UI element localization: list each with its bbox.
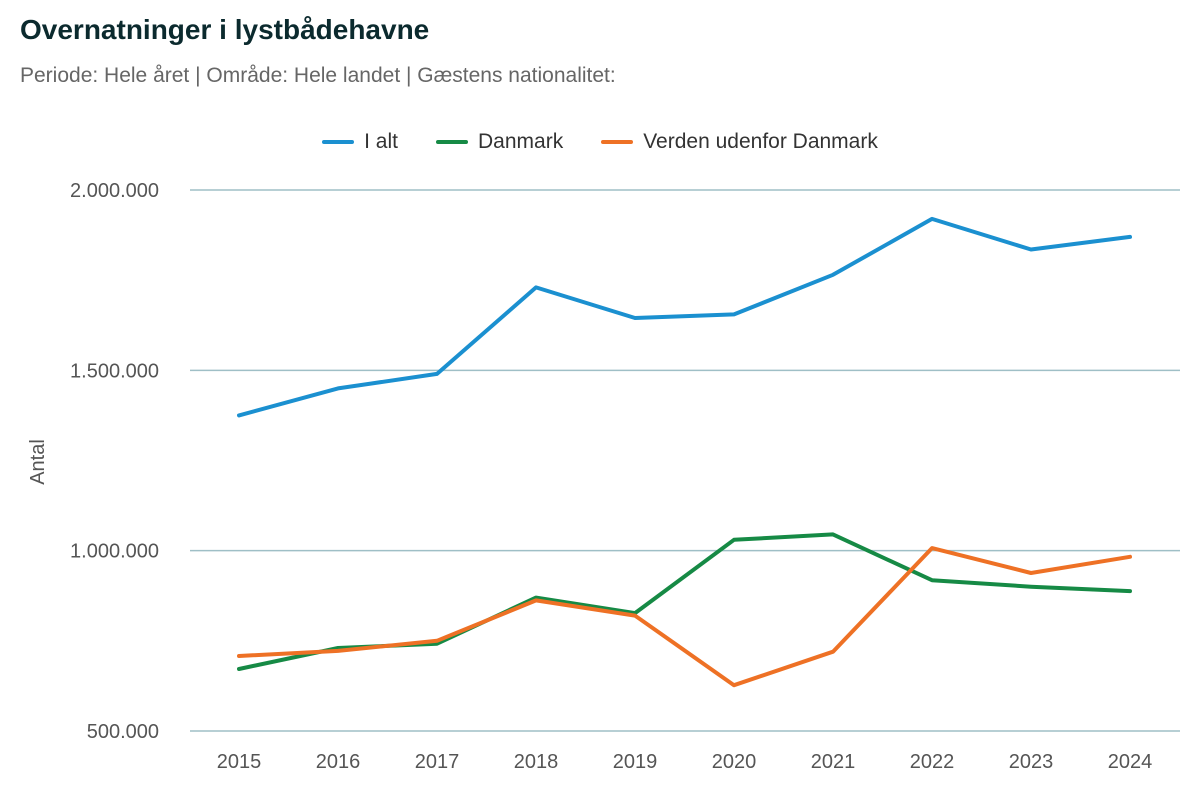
series-line-verden-udenfor-danmark[interactable]: [237, 546, 1132, 688]
legend-label-i-alt: I alt: [364, 130, 398, 153]
x-tick-label: 2017: [415, 751, 460, 773]
chart-legend: I alt Danmark Verden udenfor Danmark: [0, 130, 1200, 154]
gridlines: [190, 189, 1180, 732]
y-axis-label: Antal: [27, 439, 49, 485]
y-tick-label: 500.000: [87, 721, 159, 743]
y-tick-label: 1.500.000: [70, 360, 159, 382]
x-tick-label: 2018: [514, 751, 559, 773]
x-axis-ticks: 2015 2016 2017 2018 2019 2020 2021 2022 2023 2024: [217, 751, 1153, 773]
x-tick-label: 2019: [613, 751, 658, 773]
x-tick-label: 2020: [712, 751, 757, 773]
chart-title: Overnatninger i lystbådehavne: [20, 14, 430, 45]
legend-label-verden: Verden udenfor Danmark: [643, 130, 878, 153]
legend-swatch-i-alt: [322, 140, 355, 144]
legend-label-danmark: Danmark: [478, 130, 564, 153]
legend-item-danmark[interactable]: Danmark: [436, 130, 563, 154]
y-tick-label: 2.000.000: [70, 180, 159, 202]
x-tick-label: 2015: [217, 751, 262, 773]
x-tick-label: 2021: [811, 751, 856, 773]
series-line-i-alt[interactable]: [237, 216, 1132, 418]
legend-item-verden[interactable]: Verden udenfor Danmark: [601, 130, 878, 154]
x-tick-label: 2016: [316, 751, 361, 773]
chart-subtitle: Periode: Hele året | Område: Hele landet…: [20, 64, 616, 87]
y-axis-ticks: 500.000 1.000.000 1.500.000 2.000.000: [70, 180, 159, 743]
x-tick-label: 2024: [1108, 751, 1153, 773]
legend-item-i-alt[interactable]: I alt: [322, 130, 398, 154]
legend-swatch-danmark: [436, 140, 468, 144]
x-tick-label: 2023: [1009, 751, 1054, 773]
y-tick-label: 1.000.000: [70, 541, 159, 563]
legend-swatch-verden: [601, 140, 634, 144]
series-lines: [237, 216, 1132, 688]
x-tick-label: 2022: [910, 751, 955, 773]
